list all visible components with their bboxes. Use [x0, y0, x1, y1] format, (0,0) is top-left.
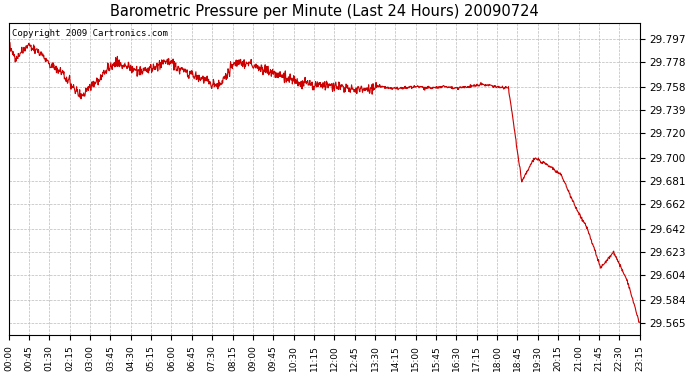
Title: Barometric Pressure per Minute (Last 24 Hours) 20090724: Barometric Pressure per Minute (Last 24 …: [110, 4, 538, 19]
Text: Copyright 2009 Cartronics.com: Copyright 2009 Cartronics.com: [12, 29, 168, 38]
